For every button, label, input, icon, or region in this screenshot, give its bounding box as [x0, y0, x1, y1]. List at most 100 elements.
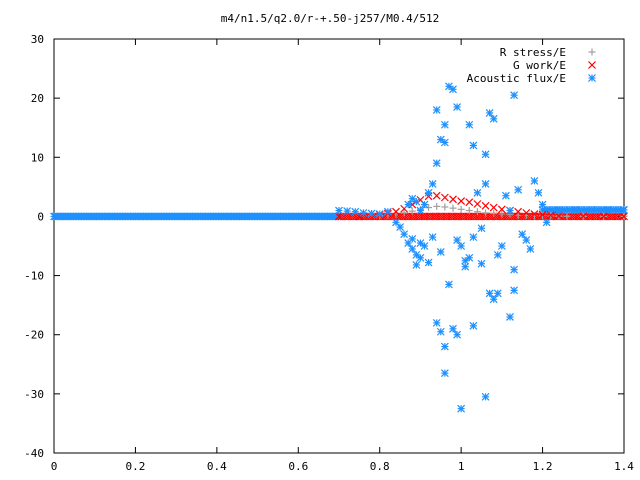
- g-work-point: [497, 205, 506, 214]
- x-tick-label: 1.4: [614, 460, 634, 473]
- chart-title: m4/n1.5/q2.0/r-+.50-j257/M0.4/512: [221, 12, 440, 25]
- y-tick-label: 20: [31, 92, 44, 105]
- x-tick-label: 1: [458, 460, 465, 473]
- acoustic-flux-point: [514, 185, 523, 194]
- g-work-point: [579, 212, 588, 221]
- x-tick-label: 0.2: [125, 460, 145, 473]
- acoustic-flux-point: [420, 200, 429, 209]
- acoustic-flux-point: [424, 258, 433, 267]
- acoustic-flux-point: [526, 245, 535, 253]
- g-work-point: [620, 212, 628, 221]
- acoustic-flux-point: [481, 150, 490, 159]
- r-stress-point: [457, 205, 465, 213]
- r-stress-point: [563, 212, 571, 220]
- acoustic-flux-point: [465, 120, 474, 129]
- r-stress-point: [473, 208, 481, 216]
- y-tick-label: 10: [31, 151, 44, 164]
- g-work-point: [489, 203, 498, 212]
- acoustic-flux-point: [481, 392, 490, 401]
- g-work-point: [546, 211, 555, 220]
- acoustic-flux-point: [445, 82, 453, 91]
- axes: 0 0.2 0.4 0.6 0.8 1 1.2 1.4 30 20 10 0 -10 -20 -30 -40: [24, 33, 634, 473]
- g-work-point: [440, 193, 449, 202]
- acoustic-flux-point: [445, 280, 453, 289]
- g-work-point: [514, 207, 523, 216]
- acoustic-flux-point: [396, 223, 404, 231]
- acoustic-flux-point: [412, 261, 421, 269]
- acoustic-flux-point: [404, 200, 413, 209]
- acoustic-flux-point: [461, 256, 470, 265]
- y-tick-label: -40: [24, 447, 44, 460]
- g-work-point: [424, 192, 433, 201]
- acoustic-flux-point: [493, 289, 502, 298]
- acoustic-flux-point: [477, 259, 486, 268]
- acoustic-flux-point: [428, 179, 437, 188]
- r-stress-point: [441, 203, 449, 211]
- acoustic-flux-point: [510, 286, 518, 295]
- series-layer: [50, 82, 628, 413]
- acoustic-flux-point: [440, 342, 449, 351]
- acoustic-flux-point: [506, 313, 514, 321]
- g-work-point: [530, 210, 539, 218]
- acoustic-flux-point: [408, 234, 417, 243]
- r-stress-point: [449, 204, 457, 212]
- acoustic-flux-point: [534, 188, 543, 197]
- r-stress-point: [465, 207, 473, 215]
- acoustic-flux-point: [457, 404, 466, 413]
- g-work-point: [599, 212, 608, 221]
- acoustic-flux-point: [477, 224, 486, 233]
- y-tick-label: -20: [24, 329, 44, 342]
- acoustic-flux-point: [538, 200, 547, 209]
- acoustic-flux-point: [351, 207, 360, 216]
- acoustic-flux-point: [359, 208, 368, 217]
- y-tick-label: 0: [37, 210, 44, 223]
- acoustic-flux-point: [416, 239, 425, 247]
- acoustic-flux-point: [502, 191, 510, 200]
- acoustic-flux-point: [449, 85, 457, 94]
- acoustic-flux-point: [469, 233, 478, 242]
- r-stress-point: [408, 207, 416, 215]
- acoustic-flux-legend-label: Acoustic flux/E: [467, 72, 566, 85]
- acoustic-flux-point: [449, 324, 457, 333]
- g-work-legend-label: G work/E: [513, 59, 566, 72]
- acoustic-flux-point: [420, 242, 429, 250]
- acoustic-flux-point: [408, 194, 417, 203]
- acoustic-flux-point: [603, 205, 612, 214]
- acoustic-flux-point: [453, 236, 461, 245]
- r-stress-point: [400, 209, 408, 217]
- x-tick-label: 1.2: [533, 460, 553, 473]
- r-stress-point: [425, 204, 433, 212]
- g-work-legend-marker: [588, 61, 596, 69]
- r-stress-legend-marker: [588, 48, 596, 56]
- g-work-point: [538, 210, 547, 219]
- acoustic-flux-point: [587, 205, 596, 214]
- acoustic-flux-point: [440, 369, 449, 378]
- acoustic-flux-point: [412, 250, 421, 259]
- acoustic-flux-point: [481, 179, 490, 188]
- plot-frame: [53, 38, 625, 454]
- acoustic-flux-point: [530, 177, 539, 185]
- acoustic-flux-legend-marker: [588, 74, 596, 82]
- acoustic-flux-point: [428, 233, 437, 242]
- x-tick-label: 0.4: [207, 460, 227, 473]
- r-stress-legend-label: R stress/E: [500, 46, 566, 59]
- acoustic-flux-point: [469, 141, 478, 150]
- acoustic-flux-point: [465, 253, 474, 262]
- g-work-point: [392, 207, 400, 216]
- r-stress-point: [514, 211, 522, 219]
- g-work-point: [432, 191, 441, 200]
- acoustic-flux-point: [424, 188, 433, 197]
- y-tick-label: 30: [31, 33, 44, 46]
- r-stress-point: [498, 210, 506, 218]
- acoustic-flux-point: [404, 239, 413, 247]
- acoustic-flux-point: [453, 330, 461, 339]
- acoustic-flux-point: [522, 236, 531, 245]
- acoustic-flux-point: [620, 205, 628, 214]
- acoustic-flux-right-band: [538, 205, 628, 214]
- x-tick-label: 0.8: [370, 460, 390, 473]
- acoustic-flux-point: [440, 120, 449, 129]
- r-stress-point: [490, 209, 498, 217]
- acoustic-flux-point: [473, 188, 482, 197]
